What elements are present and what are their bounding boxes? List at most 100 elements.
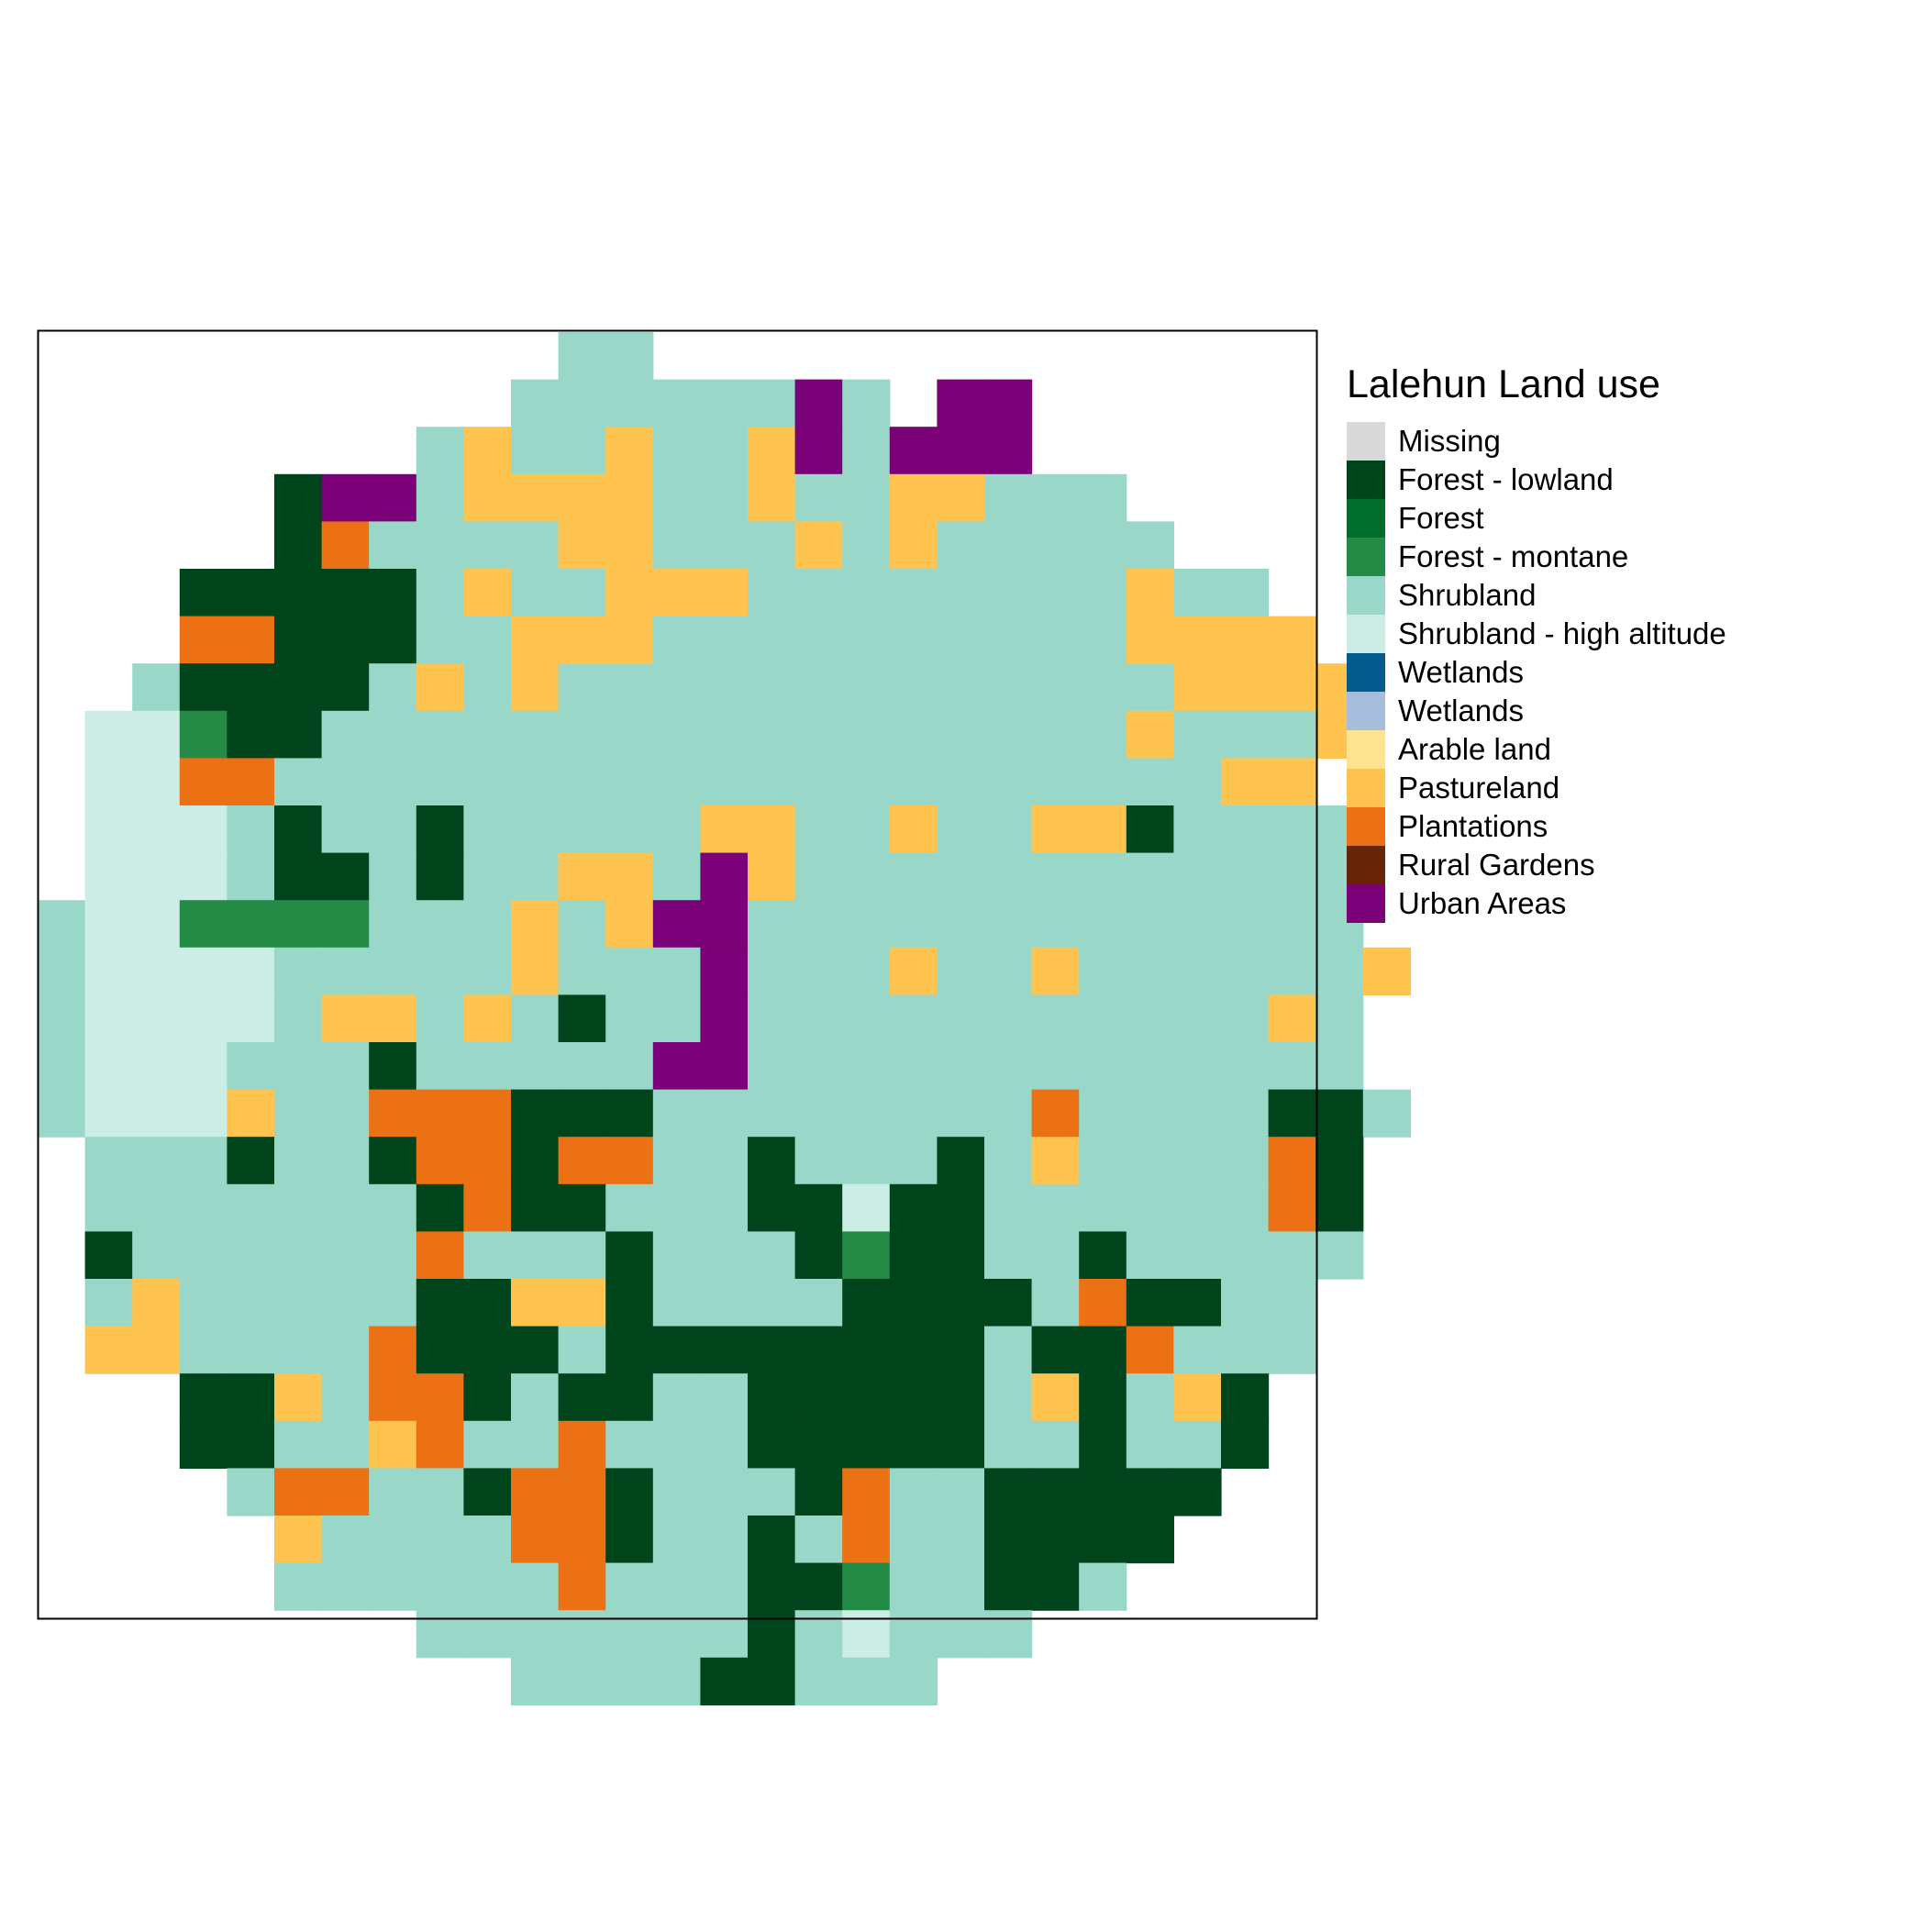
raster-cell <box>1221 1042 1270 1091</box>
raster-cell <box>321 1326 370 1374</box>
raster-cell <box>179 1326 228 1374</box>
raster-cell <box>700 1657 749 1705</box>
raster-cell <box>1079 852 1127 901</box>
raster-cell <box>274 805 323 854</box>
raster-cell <box>558 616 606 664</box>
raster-cell <box>842 663 891 712</box>
raster-cell <box>605 569 654 617</box>
raster-cell <box>1315 947 1364 995</box>
raster-cell <box>700 427 749 475</box>
raster-cell <box>794 427 843 475</box>
raster-cell <box>463 900 512 949</box>
raster-cell <box>889 1231 938 1280</box>
raster-cell <box>1126 616 1174 664</box>
raster-cell <box>416 758 464 806</box>
raster-cell <box>794 379 843 427</box>
legend-item: Plantations <box>1347 807 1726 846</box>
raster-cell <box>369 663 417 712</box>
raster-cell <box>984 1183 1033 1232</box>
raster-cell <box>227 1183 275 1232</box>
raster-cell <box>132 1183 181 1232</box>
raster-cell <box>1126 663 1174 712</box>
raster-cell <box>794 1137 843 1185</box>
raster-cell <box>227 1279 275 1327</box>
raster-cell <box>511 616 560 664</box>
raster-cell <box>652 758 701 806</box>
raster-cell <box>937 947 985 995</box>
raster-cell <box>1221 1231 1270 1280</box>
raster-cell <box>1315 1231 1364 1280</box>
raster-cell <box>274 1420 323 1469</box>
raster-cell <box>274 852 323 901</box>
raster-cell <box>463 805 512 854</box>
raster-cell <box>937 1183 985 1232</box>
raster-cell <box>984 1042 1033 1091</box>
raster-cell <box>842 1231 891 1280</box>
raster-cell <box>652 1183 701 1232</box>
raster-cell <box>748 521 796 570</box>
raster-cell <box>179 663 228 712</box>
raster-cell <box>463 1042 512 1091</box>
raster-cell <box>274 569 323 617</box>
raster-cell <box>605 1562 654 1611</box>
raster-cell <box>558 1516 606 1564</box>
raster-cell <box>984 569 1033 617</box>
raster-cell <box>1221 569 1270 617</box>
raster-cell <box>605 758 654 806</box>
raster-cell <box>794 473 843 522</box>
raster-cell <box>369 1326 417 1374</box>
raster-cell <box>511 994 560 1043</box>
raster-cell <box>179 1089 228 1138</box>
raster-cell <box>1079 569 1127 617</box>
raster-cell <box>984 473 1033 522</box>
raster-cell <box>227 1373 275 1422</box>
raster-cell <box>463 710 512 759</box>
raster-cell <box>321 758 370 806</box>
raster-cell <box>1079 1373 1127 1422</box>
raster-cell <box>416 1373 464 1422</box>
raster-cell <box>794 758 843 806</box>
raster-cell <box>463 947 512 995</box>
raster-cell <box>1031 710 1080 759</box>
raster-cell <box>748 1231 796 1280</box>
legend-label: Pastureland <box>1398 771 1560 805</box>
raster-cell <box>889 1373 938 1422</box>
raster-cell <box>274 758 323 806</box>
raster-cell <box>558 900 606 949</box>
raster-cell <box>369 758 417 806</box>
raster-cell <box>38 900 86 949</box>
raster-cell <box>179 1137 228 1185</box>
raster-cell <box>984 521 1033 570</box>
raster-cell <box>463 1373 512 1422</box>
raster-cell <box>652 473 701 522</box>
raster-cell <box>1221 710 1270 759</box>
raster-cell <box>1268 616 1316 664</box>
raster-cell <box>416 1089 464 1138</box>
legend-swatch <box>1347 538 1385 576</box>
raster-cell <box>1079 1516 1127 1564</box>
raster-cell <box>1173 1137 1222 1185</box>
raster-cell <box>937 1562 985 1611</box>
legend-item: Wetlands <box>1347 692 1726 730</box>
raster-cell <box>1126 1183 1174 1232</box>
raster-cell <box>1173 569 1222 617</box>
raster-cell <box>321 663 370 712</box>
raster-cell <box>842 1137 891 1185</box>
raster-cell <box>1173 616 1222 664</box>
raster-cell <box>321 900 370 949</box>
raster-cell <box>937 994 985 1043</box>
legend-swatch <box>1347 461 1385 499</box>
raster-cell <box>748 758 796 806</box>
raster-cell <box>1031 1137 1080 1185</box>
raster-cell <box>38 994 86 1043</box>
raster-cell <box>937 1279 985 1327</box>
raster-cell <box>748 1610 796 1659</box>
raster-cell <box>700 852 749 901</box>
raster-cell <box>652 1562 701 1611</box>
raster-cell <box>463 1610 512 1659</box>
raster-cell <box>794 1279 843 1327</box>
raster-cell <box>937 1420 985 1469</box>
legend-label: Forest - montane <box>1398 539 1629 573</box>
raster-cell <box>1126 758 1174 806</box>
